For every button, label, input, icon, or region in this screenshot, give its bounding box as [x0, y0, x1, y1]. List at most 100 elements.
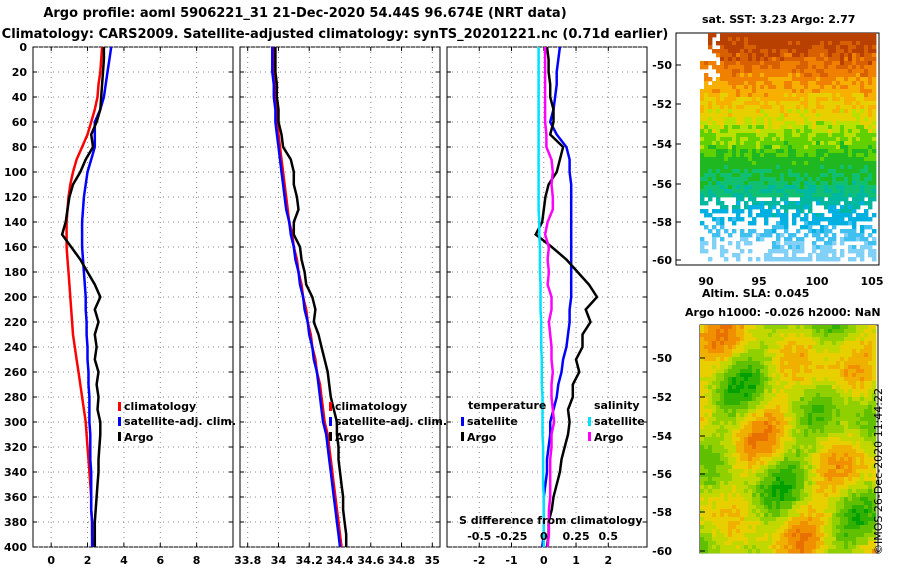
sst-cell — [856, 65, 861, 70]
sst-cell — [768, 169, 773, 174]
sla-cell — [864, 445, 869, 450]
sst-cell — [832, 137, 837, 142]
sla-cell — [868, 457, 873, 462]
sst-cell — [724, 181, 729, 186]
sst-cell — [816, 157, 821, 162]
sst-cell — [856, 213, 861, 218]
sla-cell — [812, 413, 817, 418]
sst-cell — [800, 257, 805, 262]
sst-lat-label: -54 — [652, 138, 672, 151]
sla-cell — [704, 333, 709, 338]
sst-cell — [816, 45, 821, 50]
sla-cell — [768, 409, 773, 414]
sst-cell — [864, 85, 869, 90]
sla-cell — [748, 521, 753, 526]
sla-cell — [788, 389, 793, 394]
sla-cell — [760, 337, 765, 342]
sst-cell — [848, 49, 853, 54]
sla-cell — [864, 365, 869, 370]
sla-cell — [792, 345, 797, 350]
sst-cell — [808, 97, 813, 102]
sla-cell — [708, 465, 713, 470]
sla-cell — [768, 517, 773, 522]
sst-cell — [780, 125, 785, 130]
sla-cell — [740, 337, 745, 342]
sst-cell — [812, 57, 817, 62]
sla-cell — [712, 453, 717, 458]
sla-cell — [716, 397, 721, 402]
sst-cell — [768, 81, 773, 86]
sla-cell — [852, 409, 857, 414]
sst-cell — [868, 93, 873, 98]
sla-cell — [772, 541, 777, 546]
sla-cell — [716, 405, 721, 410]
sla-cell — [768, 373, 773, 378]
sla-cell — [832, 509, 837, 514]
sst-cell — [792, 73, 797, 78]
sst-cell — [716, 229, 721, 234]
sla-cell — [860, 485, 865, 490]
sst-cell — [776, 61, 781, 66]
sla-cell — [852, 545, 857, 550]
sla-cell — [708, 389, 713, 394]
sst-cell — [756, 237, 761, 242]
sst-cell — [836, 73, 841, 78]
sla-cell — [800, 349, 805, 354]
sla-cell — [780, 413, 785, 418]
sla-cell — [776, 429, 781, 434]
sst-cell — [724, 129, 729, 134]
sla-cell — [828, 409, 833, 414]
sla-cell — [848, 413, 853, 418]
sla-cell — [732, 341, 737, 346]
sla-cell — [772, 497, 777, 502]
sla-cell — [736, 341, 741, 346]
sla-cell — [816, 425, 821, 430]
sla-cell — [868, 453, 873, 458]
sla-cell — [744, 397, 749, 402]
sst-cell — [812, 153, 817, 158]
sla-cell — [712, 433, 717, 438]
sla-cell — [868, 497, 873, 502]
sla-cell — [856, 333, 861, 338]
sla-cell — [784, 533, 789, 538]
sla-cell — [776, 349, 781, 354]
sla-cell — [844, 353, 849, 358]
sst-cell — [748, 57, 753, 62]
sla-cell — [780, 329, 785, 334]
sst-cell — [784, 253, 789, 258]
sla-cell — [784, 429, 789, 434]
sla-cell — [872, 433, 877, 438]
sst-cell — [800, 133, 805, 138]
sst-cell — [736, 153, 741, 158]
sla-cell — [860, 325, 865, 330]
sst-cell — [848, 173, 853, 178]
sla-cell — [860, 465, 865, 470]
sst-cell — [744, 133, 749, 138]
sst-cell — [724, 109, 729, 114]
sst-cell — [708, 105, 713, 110]
sla-cell — [844, 393, 849, 398]
sst-cell — [828, 145, 833, 150]
sst-cell — [848, 53, 853, 58]
sla-cell — [836, 485, 841, 490]
sla-cell — [700, 389, 705, 394]
sst-cell — [868, 157, 873, 162]
sla-cell — [808, 441, 813, 446]
sst-cell — [872, 149, 877, 154]
sst-cell — [716, 121, 721, 126]
sla-cell — [732, 421, 737, 426]
sla-cell — [728, 549, 733, 554]
sla-cell — [792, 385, 797, 390]
sla-cell — [708, 397, 713, 402]
sst-cell — [724, 205, 729, 210]
sst-cell — [764, 181, 769, 186]
sst-cell — [728, 81, 733, 86]
sla-cell — [752, 333, 757, 338]
sla-cell — [708, 337, 713, 342]
sst-cell — [704, 113, 709, 118]
sst-cell — [720, 157, 725, 162]
sla-cell — [832, 497, 837, 502]
sst-cell — [848, 105, 853, 110]
sla-cell — [816, 357, 821, 362]
sla-cell — [860, 469, 865, 474]
